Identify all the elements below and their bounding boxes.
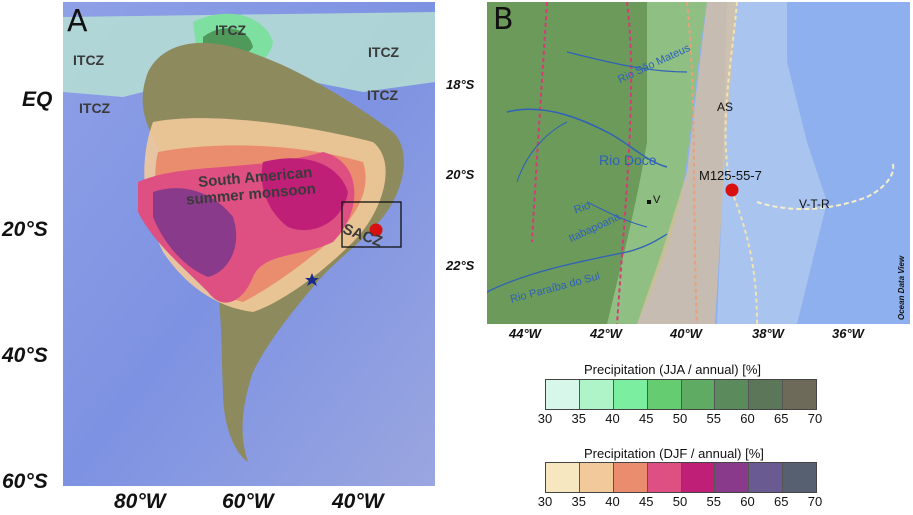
lon-label-36w: 36°W (832, 326, 864, 341)
rio-doce-line (506, 108, 668, 168)
colorbar-tick-label: 50 (672, 494, 688, 509)
colorbar-swatch (546, 463, 580, 492)
credit-label: Ocean Data View (897, 255, 906, 320)
south-america-map (63, 2, 435, 486)
lat-label-20s: 20°S (2, 218, 48, 241)
colorbar-tick-label: 70 (807, 411, 823, 426)
colorbar-tick-label: 65 (774, 411, 789, 426)
colorbar-tick-label: 30 (537, 494, 553, 509)
colorbar-swatch (715, 463, 750, 492)
colorbar-tick-label: 70 (807, 494, 823, 509)
itcz-label-3: ITCZ (368, 44, 400, 60)
panel-letter-a: A (67, 4, 88, 39)
itcz-label-4: ITCZ (79, 100, 111, 116)
colorbar-swatch (647, 463, 682, 492)
colorbar-swatch (579, 380, 614, 409)
contour-3 (686, 2, 698, 324)
rio-itabapoana-line (586, 201, 648, 228)
colorbar-tick-label: 35 (571, 494, 586, 509)
site-marker-b (725, 183, 739, 197)
colorbar-jja-title: Precipitation (JJA / annual) [%] (584, 362, 762, 377)
lat-label-40s: 40°S (2, 344, 48, 367)
as-label: AS (717, 100, 734, 114)
lat-label-eq: EQ (22, 88, 53, 111)
contour-2 (616, 2, 633, 324)
rio-sao-mateus-line (566, 51, 688, 73)
colorbar-swatch (749, 463, 784, 492)
lon-label-42w: 42°W (590, 326, 622, 341)
rio-paraiba-line (487, 233, 668, 293)
colorbar-swatch (783, 380, 816, 409)
colorbar-djf-bar (545, 462, 817, 493)
colorbar-swatch (715, 380, 750, 409)
colorbar-swatch (681, 380, 716, 409)
colorbar-djf-title: Precipitation (DJF / annual) [%] (584, 446, 764, 461)
star-marker (305, 273, 319, 286)
colorbar-tick-label: 60 (740, 411, 755, 426)
lon-label-44w: 44°W (509, 326, 541, 341)
colorbar-swatch (546, 380, 580, 409)
colorbar-swatch (613, 463, 648, 492)
colorbar-swatch (749, 380, 784, 409)
djf-peak-east (261, 158, 348, 231)
lat-label-18s: 18°S (446, 77, 475, 92)
djf-outer-b (637, 2, 737, 324)
lon-label-40w-b: 40°W (670, 326, 702, 341)
colorbar-tick-label: 35 (571, 411, 586, 426)
map-panel-b: B Rio São Mateus Rio Doce Rio Itabapoana… (487, 2, 910, 324)
map-panel-a: A ITCZ ITCZ ITCZ ITCZ ITCZ South America… (63, 2, 435, 486)
colorbar-swatch (613, 380, 648, 409)
colorbar-swatch (647, 380, 682, 409)
site-label: M125-55-7 (699, 168, 762, 183)
itcz-label-2: ITCZ (73, 52, 105, 68)
itcz-label-5: ITCZ (367, 87, 399, 103)
lat-label-60s: 60°S (2, 470, 48, 493)
colorbar-swatch (783, 463, 816, 492)
river-trib-1 (516, 121, 568, 183)
colorbar-jja-bar (545, 379, 817, 410)
colorbar-tick-label: 45 (639, 494, 654, 509)
shelf (717, 2, 827, 324)
itcz-label-1: ITCZ (215, 22, 247, 38)
lon-label-38w: 38°W (752, 326, 784, 341)
vtr-label: V-T-R (799, 197, 830, 211)
lon-label-80w: 80°W (114, 490, 166, 513)
colorbar-tick-label: 45 (639, 411, 654, 426)
v-marker (647, 200, 651, 204)
colorbar-tick-label: 40 (605, 494, 620, 509)
v-label: V (653, 194, 661, 206)
lat-label-22s: 22°S (446, 258, 475, 273)
site-marker (369, 223, 383, 237)
vtr-line (756, 161, 895, 210)
river-label-doce: Rio Doce (599, 152, 657, 168)
colorbar-tick-label: 50 (672, 411, 688, 426)
colorbar-tick-label: 60 (740, 494, 755, 509)
colorbar-swatch (681, 463, 716, 492)
colorbar-tick-label: 30 (537, 411, 553, 426)
contour-1 (531, 2, 548, 243)
panel-letter-b: B (493, 2, 514, 37)
colorbar-tick-label: 65 (774, 494, 789, 509)
study-area-box (341, 201, 402, 248)
lat-label-20s-b: 20°S (446, 167, 475, 182)
regional-map (487, 2, 910, 324)
colorbar-tick-label: 55 (706, 494, 721, 509)
lon-label-40w: 40°W (332, 490, 384, 513)
colorbar-tick-label: 40 (605, 411, 620, 426)
lon-label-60w: 60°W (222, 490, 274, 513)
colorbar-tick-label: 55 (706, 411, 721, 426)
djf-peak-west (153, 188, 237, 277)
colorbar-swatch (579, 463, 614, 492)
